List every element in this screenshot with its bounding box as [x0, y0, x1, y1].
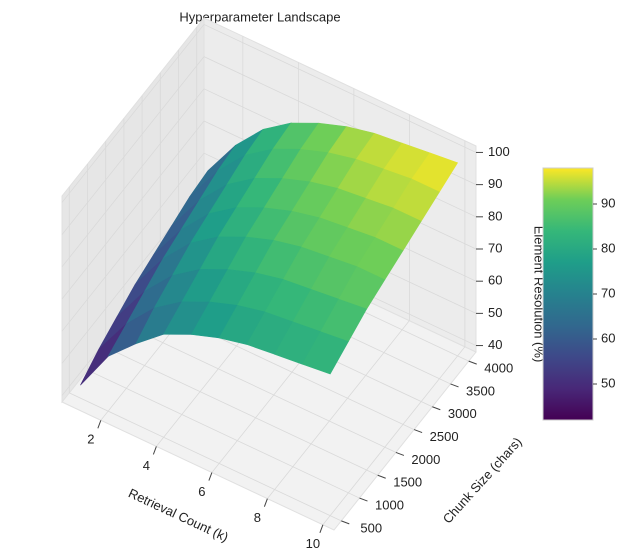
- grid-line: [322, 346, 466, 526]
- y-tick-label: 3500: [466, 383, 495, 398]
- z-tick-label: 40: [488, 337, 502, 352]
- y-tick: [432, 406, 441, 411]
- x-tick-label: 4: [143, 458, 150, 473]
- grid-line: [61, 24, 205, 203]
- x-axis-label: Retrieval Count (k): [126, 485, 231, 544]
- x-tick-label: 2: [87, 432, 94, 447]
- y-tick: [413, 429, 423, 434]
- grid-line: [87, 369, 360, 499]
- z-tick-label: 70: [488, 240, 502, 255]
- grid-line: [61, 56, 205, 235]
- y-tick: [377, 474, 386, 479]
- grid-line: [61, 152, 205, 332]
- y-tick-label: 4000: [484, 361, 513, 376]
- grid-line: [123, 324, 397, 453]
- z-tick-label: 50: [488, 305, 502, 320]
- colorbar-tick-label: 90: [601, 195, 615, 210]
- colorbar-tick-label: 70: [601, 285, 615, 300]
- chart-title: Hyperparameter Landscape: [179, 9, 340, 24]
- x-tick: [319, 524, 324, 533]
- colorbar-tick-label: 80: [601, 240, 615, 255]
- y-tick-label: 2000: [411, 452, 440, 467]
- y-tick: [468, 360, 477, 365]
- grid-line: [61, 88, 205, 268]
- grid-line: [267, 320, 410, 499]
- grid-line: [105, 346, 378, 476]
- y-tick: [341, 520, 350, 525]
- y-tick: [359, 497, 368, 502]
- y-tick-label: 3000: [448, 406, 477, 421]
- colorbar-tick-label: 50: [601, 375, 615, 390]
- z-tick-label: 90: [488, 176, 502, 191]
- z-tick-label: 100: [488, 144, 510, 159]
- y-tick-label: 1500: [393, 475, 422, 490]
- x-tick: [97, 420, 102, 429]
- x-tick-label: 8: [254, 510, 261, 525]
- z-tick-label: 80: [488, 208, 502, 223]
- y-tick: [450, 383, 459, 388]
- y-tick-label: 500: [360, 520, 382, 535]
- x-tick: [152, 446, 157, 455]
- x-tick-label: 6: [198, 484, 205, 499]
- y-tick-label: 1000: [375, 497, 404, 512]
- y-tick: [395, 451, 405, 456]
- grid-line: [61, 120, 205, 300]
- grid-line: [203, 24, 477, 153]
- surface-patch: [301, 331, 349, 375]
- colorbar: [542, 167, 594, 421]
- z-tick-label: 60: [488, 273, 502, 288]
- grid-line: [69, 392, 342, 522]
- x-tick: [263, 498, 268, 507]
- x-tick-label: 10: [306, 536, 320, 551]
- colorbar-tick-label: 60: [601, 330, 615, 345]
- y-tick-label: 2500: [430, 429, 459, 444]
- x-tick: [208, 472, 213, 481]
- y-axis-label: Chunk Size (chars): [440, 434, 525, 526]
